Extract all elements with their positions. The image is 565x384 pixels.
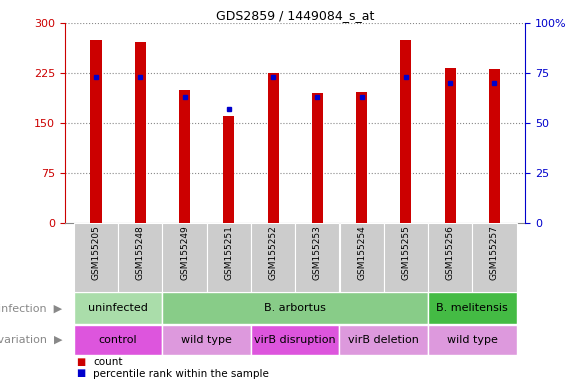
Bar <box>134 42 146 223</box>
Text: percentile rank within the sample: percentile rank within the sample <box>93 369 269 379</box>
Bar <box>428 223 472 292</box>
Bar <box>251 223 295 292</box>
Bar <box>118 223 162 292</box>
Bar <box>340 325 428 354</box>
Text: count: count <box>93 358 123 367</box>
Text: B. melitensis: B. melitensis <box>436 303 508 313</box>
Bar <box>489 69 500 223</box>
Text: GSM155252: GSM155252 <box>268 225 277 280</box>
Bar <box>162 223 207 292</box>
Text: GSM155256: GSM155256 <box>446 225 455 280</box>
Bar <box>445 68 456 223</box>
Text: wild type: wild type <box>447 335 498 345</box>
Bar <box>74 223 118 292</box>
Bar <box>268 73 279 223</box>
Text: virB disruption: virB disruption <box>254 335 336 345</box>
Bar <box>162 325 251 354</box>
Text: GSM155255: GSM155255 <box>401 225 410 280</box>
Bar <box>74 325 162 354</box>
Title: GDS2859 / 1449084_s_at: GDS2859 / 1449084_s_at <box>216 9 375 22</box>
Text: GSM155248: GSM155248 <box>136 225 145 280</box>
Text: GSM155257: GSM155257 <box>490 225 499 280</box>
Text: GSM155251: GSM155251 <box>224 225 233 280</box>
Bar <box>312 93 323 223</box>
Bar <box>428 293 516 324</box>
Bar <box>356 92 367 223</box>
Text: uninfected: uninfected <box>88 303 148 313</box>
Bar <box>295 223 340 292</box>
Bar <box>162 293 428 324</box>
Bar <box>384 223 428 292</box>
Bar <box>223 116 234 223</box>
Text: virB deletion: virB deletion <box>349 335 419 345</box>
Text: GSM155249: GSM155249 <box>180 225 189 280</box>
Bar <box>472 223 516 292</box>
Bar <box>251 325 340 354</box>
Bar <box>340 223 384 292</box>
Text: GSM155254: GSM155254 <box>357 225 366 280</box>
Text: GSM155253: GSM155253 <box>313 225 322 280</box>
Text: ■: ■ <box>76 357 85 367</box>
Bar <box>90 40 102 223</box>
Text: ■: ■ <box>76 368 85 378</box>
Text: genotype/variation  ▶: genotype/variation ▶ <box>0 335 62 345</box>
Bar <box>428 325 516 354</box>
Bar <box>401 40 411 223</box>
Text: GSM155205: GSM155205 <box>92 225 101 280</box>
Text: control: control <box>99 335 137 345</box>
Bar <box>179 89 190 223</box>
Bar <box>207 223 251 292</box>
Text: wild type: wild type <box>181 335 232 345</box>
Bar <box>74 293 162 324</box>
Text: infection  ▶: infection ▶ <box>0 303 62 313</box>
Text: B. arbortus: B. arbortus <box>264 303 326 313</box>
